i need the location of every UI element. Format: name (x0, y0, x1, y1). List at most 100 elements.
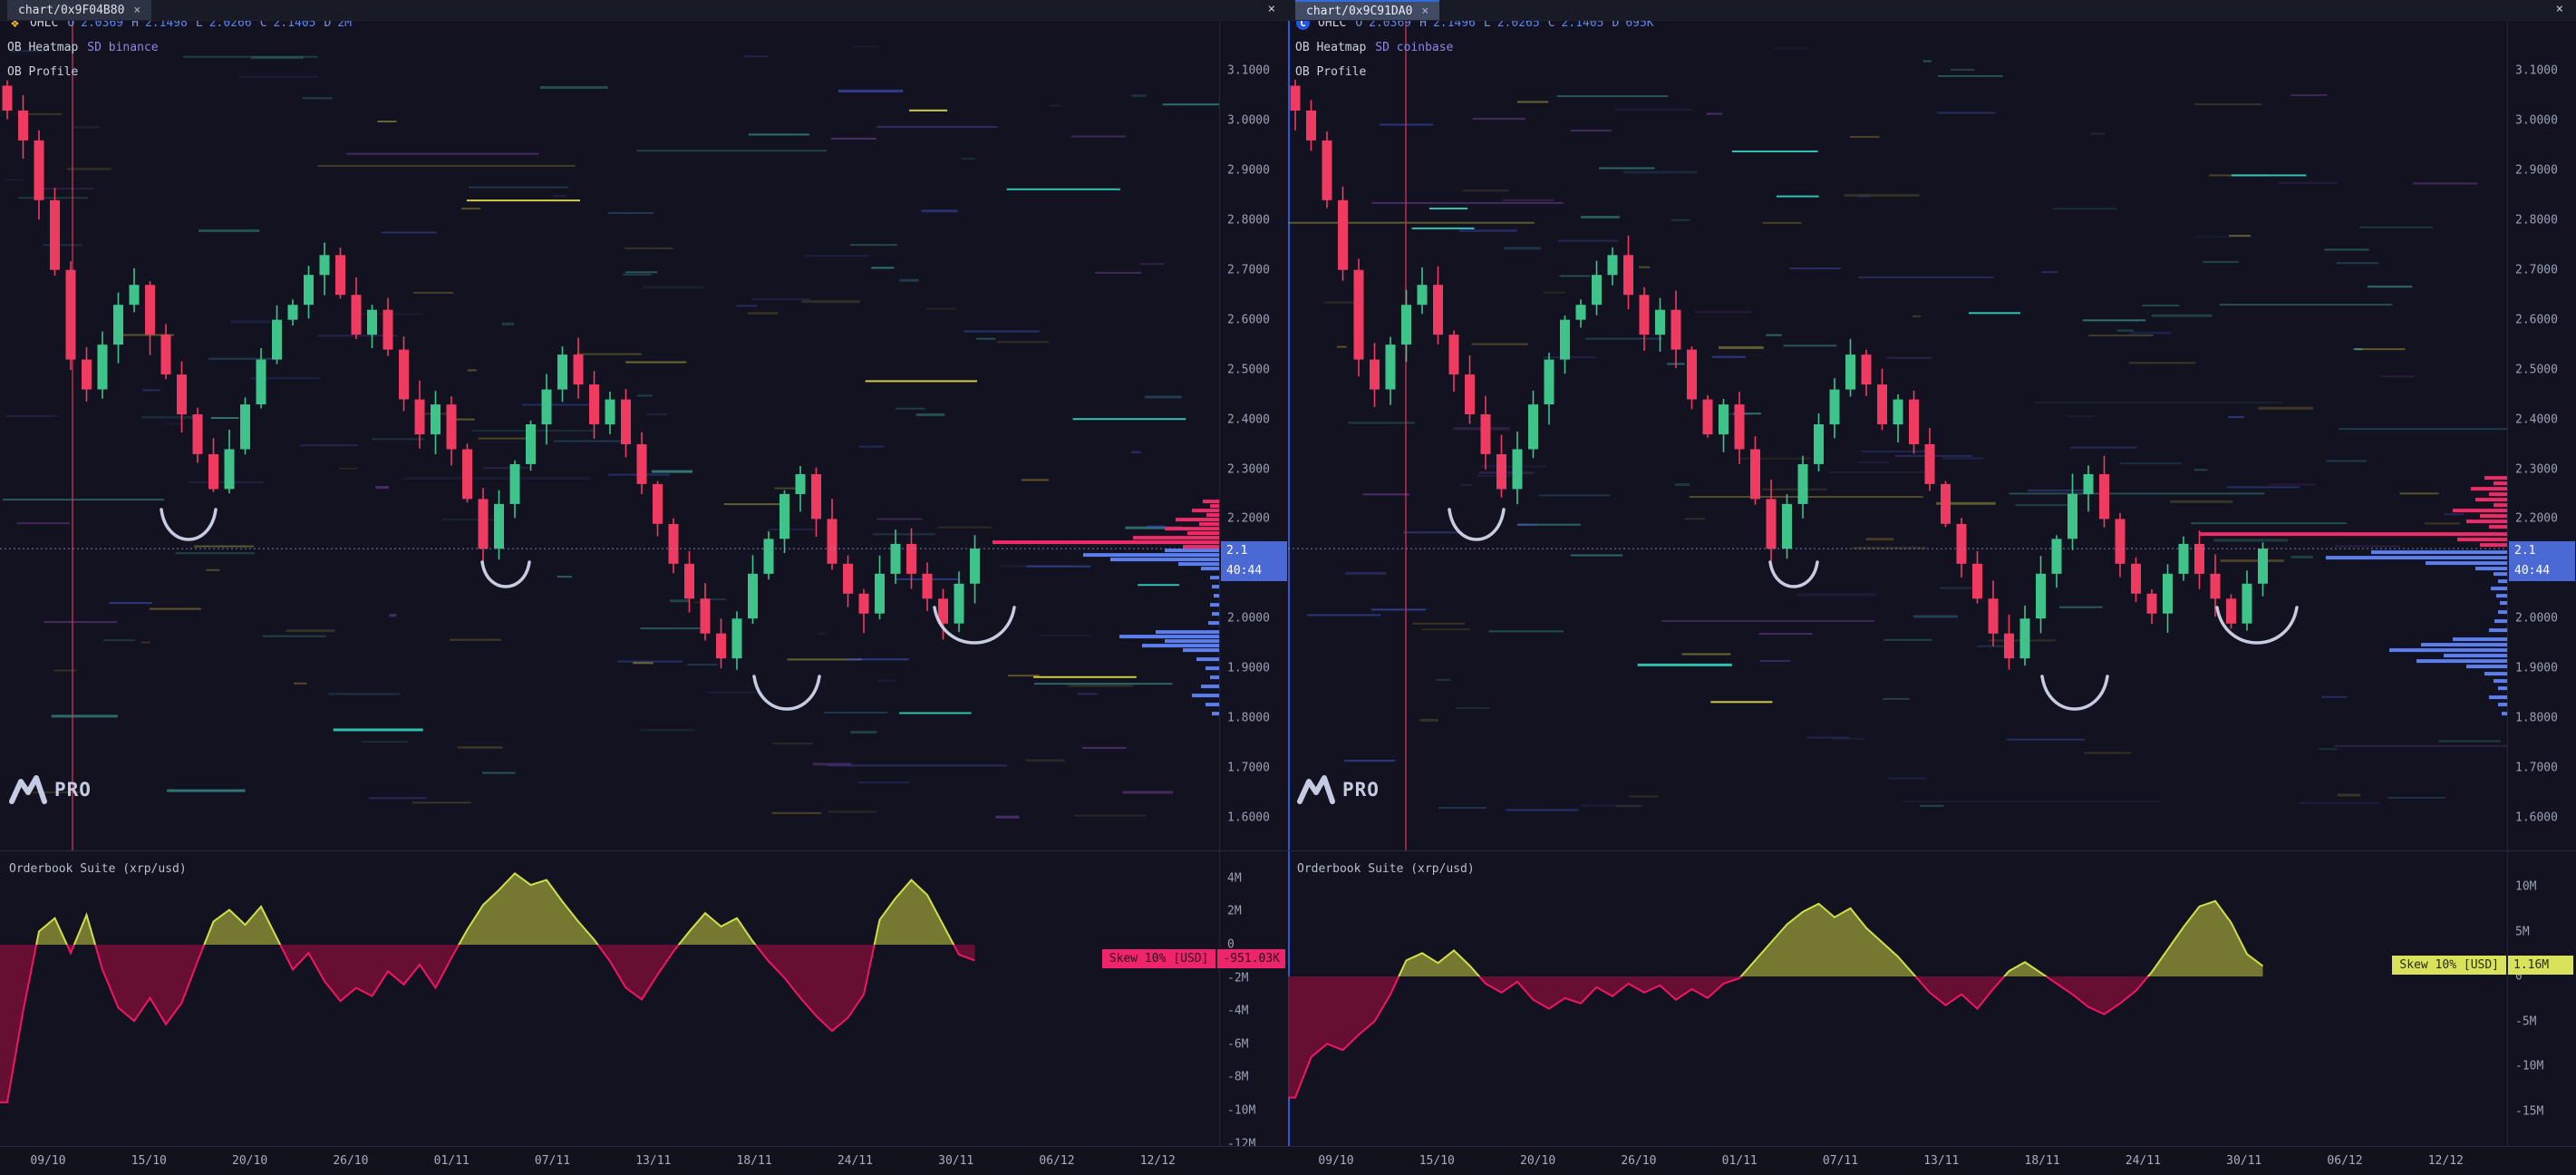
legend-row-heatmap[interactable]: OB Heatmap SD binance (7, 35, 352, 60)
annotation-arc[interactable] (933, 606, 1016, 645)
profile-bar-bid (2475, 567, 2507, 571)
current-price-tag: 2.1 40:44 (1221, 541, 1287, 582)
annotation-arc[interactable] (480, 560, 531, 588)
candle-body (304, 275, 314, 306)
skew-value: 1.16M (2508, 955, 2573, 975)
tab-title: chart/0x9F04B80 (18, 3, 125, 17)
annotation-arc[interactable] (2040, 675, 2109, 711)
price-axis-label: 3.0000 (1227, 113, 1270, 128)
heatmap-level (2219, 304, 2393, 306)
heatmap-level (830, 137, 876, 140)
heatmap-level (468, 186, 568, 189)
time-axis-label: 20/10 (1520, 1154, 1556, 1168)
profile-bar-ask (2199, 532, 2507, 537)
legend-heatmap-source: SD binance (87, 41, 159, 54)
panel-close-icon[interactable]: × (1267, 2, 1275, 16)
profile-bar-bid (1208, 621, 1219, 626)
price-axis-label: 2.5000 (2515, 363, 2558, 377)
heatmap-level (1761, 488, 1827, 490)
price-chart[interactable] (1288, 20, 2507, 850)
heatmap-level (2324, 248, 2369, 251)
heatmap-level (1711, 355, 1747, 358)
candle-body (795, 474, 806, 494)
orderbook-suite-pane[interactable]: Orderbook Suite (xrp/usd) (0, 850, 1219, 1146)
heatmap-level (1684, 518, 1706, 520)
heatmap-level (2326, 460, 2367, 462)
time-axis-label: 12/12 (2427, 1154, 2464, 1168)
profile-bar-bid (1206, 666, 1219, 671)
oscillator-axis-label: 2M (1227, 904, 1242, 918)
heatmap-level (1068, 685, 1133, 687)
profile-bar-ask (2480, 543, 2507, 548)
heatmap-level (2090, 132, 2106, 135)
tab-chart[interactable]: chart/0x9C91DA0 × (1295, 0, 1440, 20)
time-axis[interactable]: 09/10 15/10 20/10 26/10 01/11 07/11 13/11 18/11… (0, 1146, 1288, 1175)
heatmap-level (2082, 319, 2146, 322)
candle-body (1322, 140, 1332, 200)
profile-bar-ask (1206, 513, 1219, 518)
price-axis-label: 1.8000 (2515, 711, 2558, 725)
candle-body (954, 583, 964, 624)
oscillator-axis-label: 4M (1227, 871, 1242, 886)
heatmap-level (2119, 462, 2182, 465)
annotation-arc[interactable] (1448, 508, 1506, 541)
time-axis[interactable]: 09/10 15/10 20/10 26/10 01/11 07/11 13/11 18/11… (1288, 1146, 2576, 1175)
heatmap-level (877, 679, 896, 682)
orderbook-suite-pane[interactable]: Orderbook Suite (xrp/usd) (1288, 850, 2507, 1146)
heatmap-level (442, 519, 504, 521)
heatmap-level (2084, 752, 2132, 754)
candle-body (240, 404, 250, 450)
oscillator-axis[interactable]: 10M 5M 0 -5M -10M -15M (2507, 850, 2576, 1146)
annotation-arc[interactable] (752, 675, 821, 711)
heatmap-level (670, 599, 690, 603)
heatmap-level (1516, 101, 1549, 103)
price-axis[interactable]: 2.1 40:44 3.1000 3.0000 2.9000 2.8000 2.7000… (1219, 20, 1288, 850)
legend-row-profile[interactable]: OB Profile (1295, 60, 1654, 84)
oscillator-axis[interactable]: 4M 2M 0 -2M -4M -6M -8M -10M -12M (1219, 850, 1288, 1151)
profile-bar-bid (2498, 686, 2507, 691)
heatmap-level (338, 467, 358, 470)
heatmap-level (771, 811, 821, 814)
profile-bar-ask (1210, 504, 1219, 509)
legend-row-profile[interactable]: OB Profile (7, 60, 352, 84)
heatmap-level (1072, 418, 1186, 421)
heatmap-level (859, 445, 885, 448)
heatmap-level (141, 415, 203, 419)
profile-bar-bid (1178, 562, 1219, 567)
annotation-arc[interactable] (2215, 606, 2299, 645)
candle-body (494, 503, 504, 549)
price-axis-label: 2.3000 (1227, 462, 1270, 476)
price-chart[interactable] (0, 20, 1219, 850)
profile-bar-bid (1165, 639, 1219, 644)
tab-close-icon[interactable]: × (1421, 4, 1429, 18)
tab-chart[interactable]: chart/0x9F04B80 × (7, 0, 152, 20)
panel-close-icon[interactable]: × (2555, 2, 2563, 16)
profile-bar-bid (2500, 601, 2507, 606)
heatmap-level (1025, 759, 1065, 762)
tab-close-icon[interactable]: × (133, 3, 141, 17)
heatmap-level (483, 467, 529, 470)
price-axis[interactable]: 2.1 40:44 3.1000 3.0000 2.9000 2.8000 2.7000… (2507, 20, 2576, 850)
heatmap-level (850, 731, 877, 734)
heatmap-level (1337, 345, 1347, 348)
candle-body (1607, 255, 1618, 276)
skew-tag: Skew 10% [USD] 1.16M (2392, 955, 2573, 975)
heatmap-level (2066, 415, 2095, 418)
annotation-arc[interactable] (160, 508, 218, 541)
heatmap-level (849, 244, 898, 247)
annotation-arc[interactable] (1768, 560, 1819, 588)
heatmap-level (1458, 229, 1517, 232)
price-axis-label: 1.7000 (2515, 761, 2558, 775)
heatmap-level (114, 334, 175, 336)
heatmap-level (286, 629, 335, 633)
pro-logo-text: PRO (54, 779, 92, 801)
candle-body (541, 389, 552, 425)
logo-mountain-icon (1297, 775, 1335, 804)
legend-row-heatmap[interactable]: OB Heatmap SD coinbase (1295, 35, 1654, 60)
time-axis-label: 15/10 (131, 1154, 167, 1168)
candle-body (65, 269, 76, 360)
heatmap-level (921, 209, 958, 213)
heatmap-level (1938, 74, 2003, 77)
heatmap-level (43, 244, 82, 247)
candle-body (827, 519, 838, 564)
